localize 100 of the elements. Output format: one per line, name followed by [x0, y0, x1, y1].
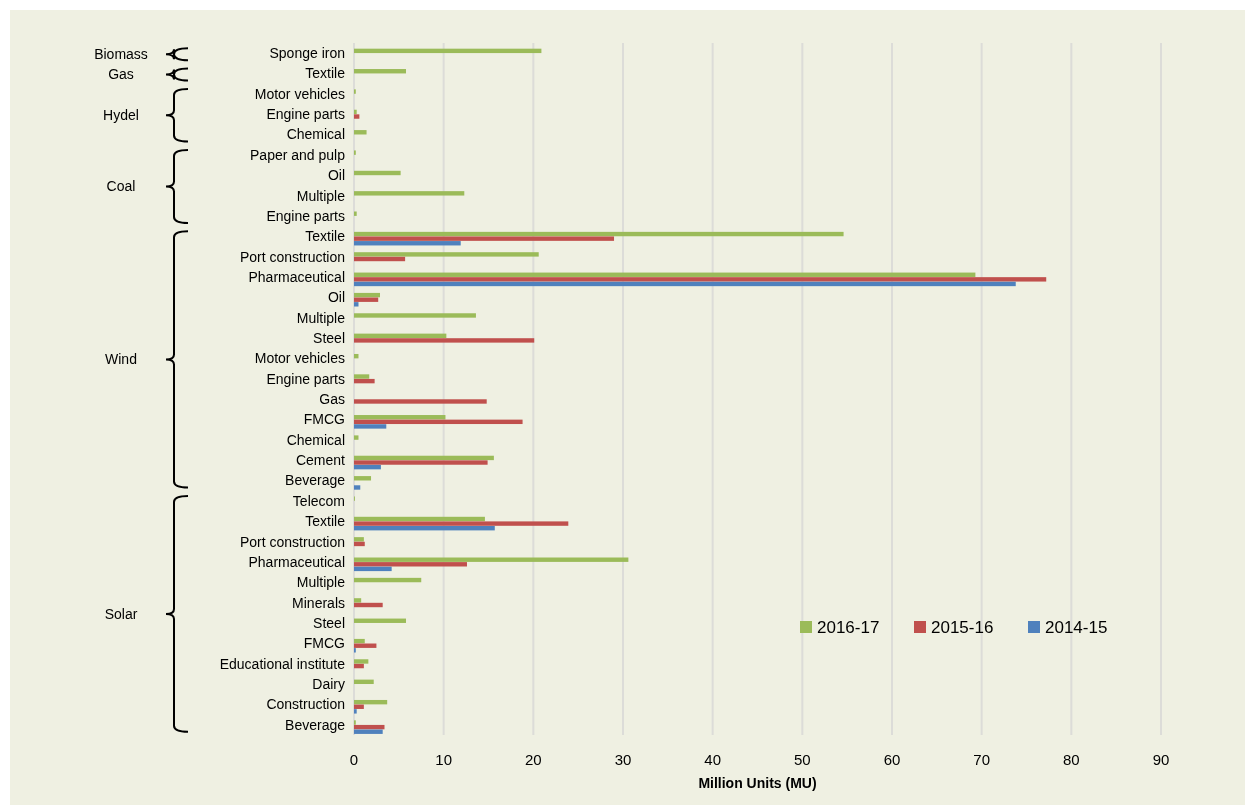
y-tick-label: FMCG — [303, 635, 345, 652]
bar — [354, 170, 401, 176]
y-tick-label: Textile — [305, 65, 346, 82]
y-tick-label: Multiple — [296, 574, 346, 591]
x-tick-label: 40 — [704, 751, 722, 768]
bar — [354, 252, 539, 257]
y-tick-label: Engine parts — [266, 370, 345, 387]
bar — [354, 378, 375, 384]
y-tick-label: Chemical — [286, 126, 345, 143]
y-tick-label: Multiple — [296, 187, 346, 204]
y-tick-label: Motor vehicles — [254, 85, 345, 102]
y-tick-label: Motor vehicles — [254, 350, 345, 367]
bar — [354, 464, 381, 470]
bar — [354, 435, 359, 440]
y-tick-label: Textile — [305, 513, 346, 530]
bar — [354, 399, 487, 404]
text: Coal — [106, 178, 136, 195]
x-tick-label: 20 — [524, 751, 542, 768]
x-tick-label: 30 — [614, 751, 632, 768]
bar — [354, 602, 383, 608]
bar — [354, 704, 364, 709]
bar — [354, 415, 446, 420]
bar — [354, 525, 495, 531]
text: Wind — [105, 351, 137, 368]
bar — [354, 485, 361, 490]
bar — [354, 537, 364, 542]
bar — [354, 109, 357, 115]
bar — [354, 521, 569, 526]
bar — [354, 460, 488, 465]
bar — [354, 618, 407, 623]
y-tick-label: Port construction — [239, 533, 345, 550]
bar — [354, 256, 406, 262]
legend-label: 2015-16 — [931, 617, 994, 637]
y-tick-label: Steel — [313, 614, 345, 631]
bar — [354, 241, 461, 246]
bar — [354, 424, 387, 429]
bar — [354, 516, 485, 522]
legend-label: 2016-17 — [817, 617, 880, 637]
bar — [354, 659, 369, 664]
bar — [354, 48, 542, 54]
bar — [354, 281, 1016, 287]
y-tick-label: Gas — [319, 391, 345, 408]
x-axis-title: Million Units (MU) — [698, 775, 817, 791]
y-tick-label: Cement — [295, 452, 346, 469]
bar — [354, 114, 360, 119]
y-tick-label: Beverage — [285, 716, 346, 733]
bar — [354, 679, 374, 685]
text: Solar — [104, 605, 138, 622]
bar — [354, 191, 465, 196]
y-tick-label: Steel — [313, 330, 345, 347]
text: Hydel — [103, 107, 139, 124]
y-tick-label: FMCG — [303, 411, 345, 428]
bar — [354, 374, 370, 379]
bar — [354, 638, 365, 644]
y-tick-label: Engine parts — [266, 207, 345, 224]
bar — [354, 419, 523, 425]
y-tick-label: Pharmaceutical — [248, 553, 345, 570]
bar — [354, 709, 357, 714]
text: Biomass — [94, 46, 148, 63]
bar — [354, 272, 976, 277]
bar — [354, 231, 844, 237]
bar — [354, 302, 359, 307]
bar — [354, 69, 407, 74]
bar — [354, 211, 357, 216]
bar — [354, 455, 494, 461]
bar — [354, 476, 372, 481]
bar — [354, 699, 388, 705]
y-tick-label: Sponge iron — [269, 45, 345, 62]
y-tick-label: Paper and pulp — [250, 146, 346, 163]
y-tick-label: Textile — [305, 228, 346, 245]
x-tick-label: 10 — [435, 751, 453, 768]
bar — [354, 724, 385, 730]
y-tick-label: Educational institute — [219, 655, 346, 672]
bar — [354, 566, 392, 572]
y-tick-label: Telecom — [292, 492, 345, 509]
x-tick-label: 60 — [883, 751, 901, 768]
bar — [354, 277, 1047, 282]
bar — [354, 313, 476, 318]
x-tick-label: 70 — [973, 751, 991, 768]
y-tick-label: Minerals — [292, 594, 345, 611]
bar — [354, 598, 362, 603]
x-tick-label: 80 — [1062, 751, 1080, 768]
bar — [354, 577, 422, 583]
y-tick-label: Construction — [266, 696, 345, 713]
bar — [354, 729, 383, 734]
y-tick-label: Chemical — [286, 431, 345, 448]
bar — [354, 292, 380, 298]
bar — [354, 338, 535, 343]
y-tick-label: Oil — [327, 167, 345, 184]
bar — [354, 236, 615, 241]
x-tick-label: 90 — [1152, 751, 1170, 768]
bar — [354, 663, 364, 669]
y-tick-label: Oil — [327, 289, 345, 306]
y-tick-label: Engine parts — [266, 106, 345, 123]
y-tick-label: Pharmaceutical — [248, 268, 345, 285]
bar — [354, 333, 447, 339]
x-tick-label: 50 — [793, 751, 811, 768]
y-tick-label: Dairy — [312, 676, 345, 693]
y-tick-label: Port construction — [239, 248, 345, 265]
text: Gas — [108, 66, 134, 83]
